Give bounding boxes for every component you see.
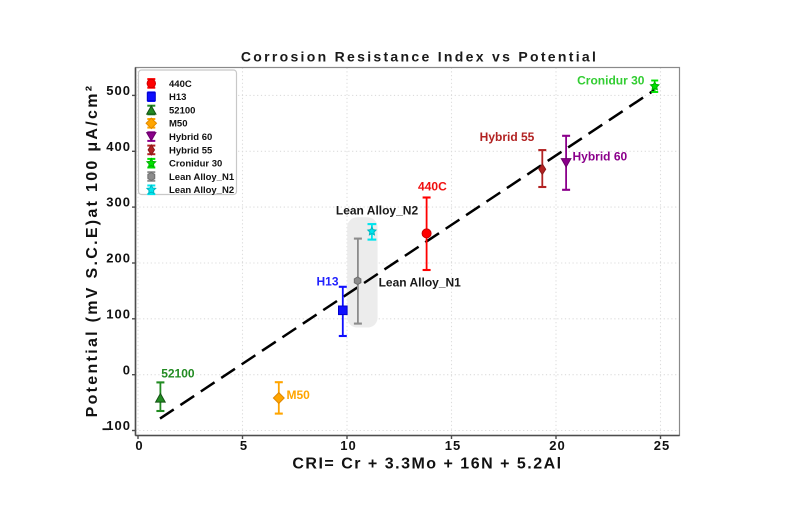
svg-text:Lean Alloy_N1: Lean Alloy_N1 [379,276,462,290]
svg-text:M50: M50 [287,388,311,402]
svg-text:400: 400 [106,139,131,154]
svg-text:H13: H13 [316,274,338,288]
svg-text:15: 15 [445,438,461,453]
svg-text:0: 0 [123,362,131,377]
svg-text:52100: 52100 [161,366,195,380]
svg-text:20: 20 [549,438,565,453]
svg-text:M50: M50 [169,119,187,130]
svg-text:Hybrid 55: Hybrid 55 [169,145,213,156]
svg-text:Hybrid 60: Hybrid 60 [573,149,628,163]
svg-text:Potential (mV S.C.E)at 100 μA/: Potential (mV S.C.E)at 100 μA/cm² [84,84,101,418]
svg-text:25: 25 [654,438,670,453]
svg-text:Cronidur 30: Cronidur 30 [169,159,222,170]
svg-text:5: 5 [240,438,248,453]
svg-text:H13: H13 [169,92,186,103]
svg-text:Lean Alloy_N2: Lean Alloy_N2 [336,204,419,218]
svg-text:52100: 52100 [169,105,195,116]
svg-text:Corrosion Resistance Index vs: Corrosion Resistance Index vs Potential [241,49,598,65]
svg-text:10: 10 [340,438,356,453]
svg-text:200: 200 [106,251,131,266]
svg-text:Hybrid 60: Hybrid 60 [169,132,212,143]
svg-text:Lean Alloy_N2: Lean Alloy_N2 [169,185,234,196]
svg-text:Cronidur 30: Cronidur 30 [577,74,645,88]
svg-text:440C: 440C [418,180,447,194]
svg-text:440C: 440C [169,79,192,90]
svg-text:Lean Alloy_N1: Lean Alloy_N1 [169,172,235,183]
svg-text:Hybrid 55: Hybrid 55 [480,130,535,144]
svg-text:CRI= Cr + 3.3Mo + 16N + 5.2Al: CRI= Cr + 3.3Mo + 16N + 5.2Al [292,456,562,473]
svg-text:300: 300 [106,195,131,210]
svg-text:500: 500 [106,83,131,98]
svg-text:100: 100 [106,306,131,321]
svg-text:0: 0 [135,438,143,453]
svg-text:100: 100 [106,418,131,433]
